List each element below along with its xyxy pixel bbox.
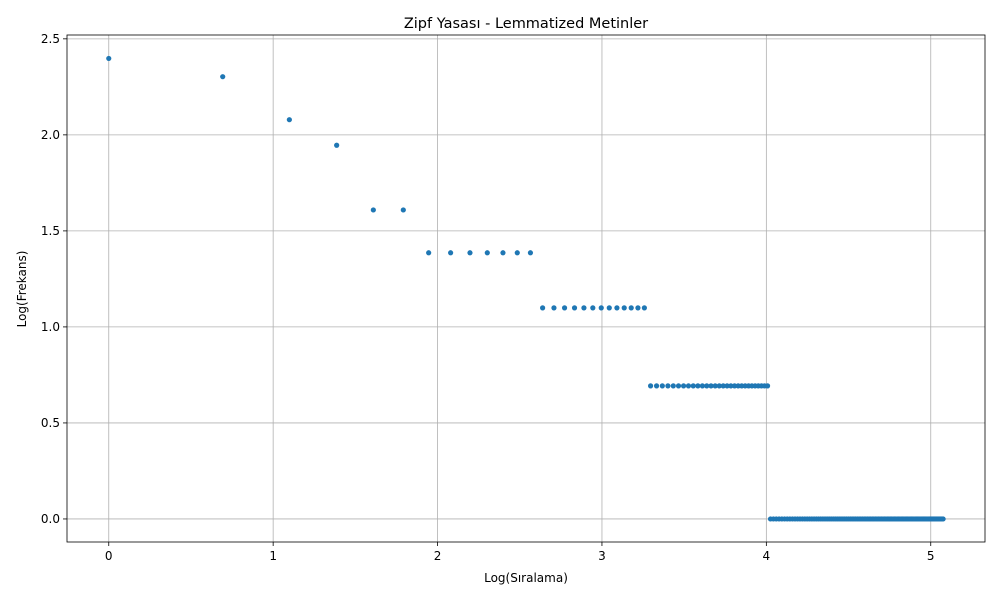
data-point: [675, 383, 682, 389]
y-tick-label: 1.5: [41, 224, 60, 238]
data-point: [614, 305, 620, 311]
data-point: [606, 305, 612, 311]
data-point: [685, 383, 692, 389]
data-point: [590, 305, 596, 311]
plot-frame: [66, 34, 986, 543]
data-point: [690, 383, 696, 389]
data-point: [720, 383, 726, 389]
data-point: [571, 305, 578, 311]
chart-title: Zipf Yasası - Lemmatized Metinler: [404, 16, 648, 32]
data-point: [426, 250, 432, 256]
data-point: [680, 383, 687, 389]
x-axis-label: Log(Sıralama): [484, 571, 568, 585]
data-point: [716, 383, 722, 389]
data-points: [106, 55, 946, 522]
data-point: [106, 55, 112, 62]
y-tick-label: 2.0: [41, 128, 60, 142]
x-tick-label: 4: [763, 549, 771, 563]
data-point: [635, 305, 641, 311]
data-point: [724, 383, 730, 389]
x-tick-label: 0: [105, 549, 113, 563]
y-axis-label: Log(Frekans): [15, 251, 29, 328]
data-point: [527, 250, 534, 256]
data-point: [561, 305, 568, 311]
y-tick-label: 0.5: [41, 416, 60, 430]
data-point: [728, 383, 734, 389]
x-tick-label: 5: [927, 549, 935, 563]
axis-ticks: 0 1 2 3 4 5 0.0 0.5 1.0 1.5 2.0 2.5: [41, 32, 935, 563]
data-point: [370, 207, 376, 213]
data-point: [467, 250, 473, 256]
data-point: [764, 383, 771, 389]
data-point: [484, 250, 490, 256]
data-point: [598, 305, 604, 311]
data-point: [551, 305, 557, 311]
data-point: [665, 383, 671, 389]
data-point: [514, 250, 520, 256]
data-point: [670, 383, 676, 389]
data-point: [695, 383, 701, 389]
grid-lines: [67, 35, 985, 542]
data-point: [628, 305, 634, 311]
data-point: [500, 250, 506, 256]
data-point: [940, 516, 946, 522]
data-point: [704, 383, 710, 389]
data-point: [581, 305, 587, 311]
data-point: [400, 207, 406, 213]
data-point: [659, 383, 665, 389]
x-tick-label: 3: [598, 549, 606, 563]
data-point: [641, 305, 647, 311]
data-point: [712, 383, 718, 389]
data-point: [731, 383, 738, 389]
data-point: [448, 250, 454, 256]
data-point: [708, 383, 714, 389]
y-tick-label: 2.5: [41, 32, 60, 46]
x-tick-label: 1: [269, 549, 277, 563]
y-tick-label: 0.0: [41, 512, 60, 526]
data-point: [621, 305, 627, 311]
data-point: [334, 142, 340, 148]
data-point: [540, 305, 546, 311]
data-point: [653, 383, 660, 389]
x-tick-label: 2: [434, 549, 442, 563]
y-tick-label: 1.0: [41, 320, 60, 334]
data-point: [699, 383, 705, 389]
data-point: [286, 117, 292, 123]
data-point: [220, 74, 226, 80]
data-point: [647, 383, 654, 389]
